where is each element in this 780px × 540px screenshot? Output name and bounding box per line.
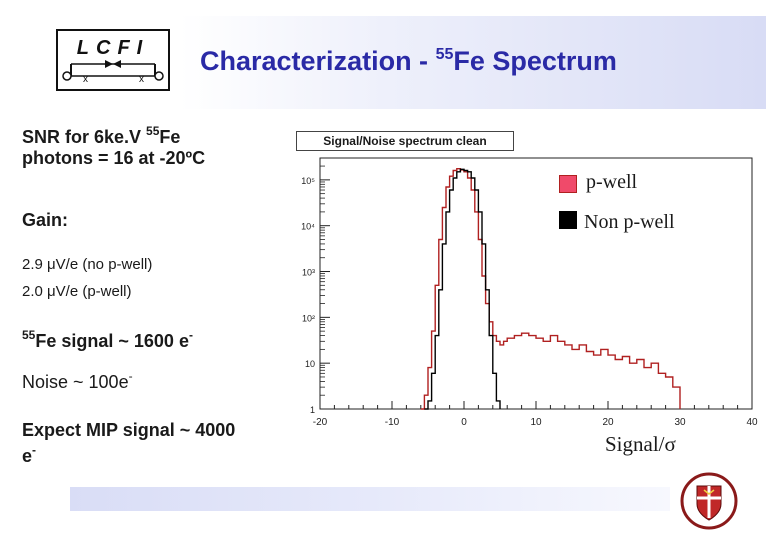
x-tick-label: -20 bbox=[313, 417, 328, 428]
footer-band bbox=[70, 487, 670, 511]
mip-sup: - bbox=[32, 443, 37, 457]
legend-swatch-non-pwell bbox=[559, 211, 577, 229]
slide-title: Characterization - 55Fe Spectrum bbox=[200, 46, 617, 77]
x-tick-label: 20 bbox=[602, 417, 614, 428]
plot-frame bbox=[319, 157, 753, 410]
snr-text: SNR for 6ke.V bbox=[22, 127, 147, 147]
noise-sup: - bbox=[128, 369, 133, 383]
snr-element: Fe bbox=[159, 127, 181, 147]
y-tick-label: 10² bbox=[302, 313, 315, 323]
snr-line-2: photons = 16 at -20ºC bbox=[22, 148, 206, 168]
legend-label-non-pwell: Non p-well bbox=[584, 211, 675, 233]
chart-series bbox=[420, 168, 681, 410]
x-tick-label: 40 bbox=[746, 417, 758, 428]
snr-superscript: 55 bbox=[146, 124, 160, 138]
snr-line-1: SNR for 6ke.V 55Fe bbox=[22, 124, 180, 148]
gain-no-pwell: 2.9 μV/e (no p-well) bbox=[22, 256, 153, 273]
y-tick-label: 1 bbox=[310, 405, 315, 415]
x-tick-label: 30 bbox=[674, 417, 686, 428]
series-line-p-well bbox=[420, 168, 681, 410]
university-crest-icon bbox=[680, 472, 738, 530]
chart-title: Signal/Noise spectrum clean bbox=[296, 131, 514, 151]
fe-superscript: 55 bbox=[22, 328, 36, 342]
y-tick-label: 10⁵ bbox=[301, 176, 315, 186]
fe-signal-text: Fe signal ~ 1600 e bbox=[35, 331, 189, 351]
title-end: Fe Spectrum bbox=[453, 46, 617, 76]
svg-text:x: x bbox=[139, 74, 144, 85]
fe-minus-sup: - bbox=[188, 328, 193, 342]
series-line-non-p-well bbox=[424, 168, 501, 410]
mip-text: e bbox=[22, 446, 33, 466]
x-axis-label: Signal/σ bbox=[605, 432, 676, 456]
mip-line-2: e- bbox=[22, 443, 36, 467]
legend-label-pwell: p-well bbox=[586, 171, 638, 193]
svg-text:x: x bbox=[83, 74, 88, 85]
mip-line-1: Expect MIP signal ~ 4000 bbox=[22, 420, 236, 440]
y-tick-label: 10⁴ bbox=[301, 222, 315, 232]
logo-text: LCFI bbox=[77, 37, 149, 59]
x-tick-label: -10 bbox=[385, 417, 400, 428]
noise-text: Noise ~ 100e bbox=[22, 372, 129, 392]
noise-line: Noise ~ 100e- bbox=[22, 369, 133, 393]
title-band bbox=[180, 16, 766, 109]
title-main: Characterization - bbox=[200, 46, 436, 76]
gain-pwell: 2.0 μV/e (p-well) bbox=[22, 283, 132, 300]
chart-axes: -20 -10 0 10 20 30 40 1 10 10² 10³ 10⁴ 10⁵ bbox=[301, 157, 758, 428]
legend-swatch-pwell bbox=[559, 175, 577, 193]
x-tick-label: 0 bbox=[461, 417, 467, 428]
y-tick-label: 10³ bbox=[302, 268, 315, 278]
y-tick-label: 10 bbox=[305, 359, 315, 369]
x-tick-label: 10 bbox=[530, 417, 542, 428]
lcfi-logo: LCFI x x bbox=[56, 29, 170, 91]
title-superscript: 55 bbox=[435, 46, 454, 63]
gain-label: Gain: bbox=[22, 210, 69, 230]
fe-signal-line: 55Fe signal ~ 1600 e- bbox=[22, 328, 193, 352]
